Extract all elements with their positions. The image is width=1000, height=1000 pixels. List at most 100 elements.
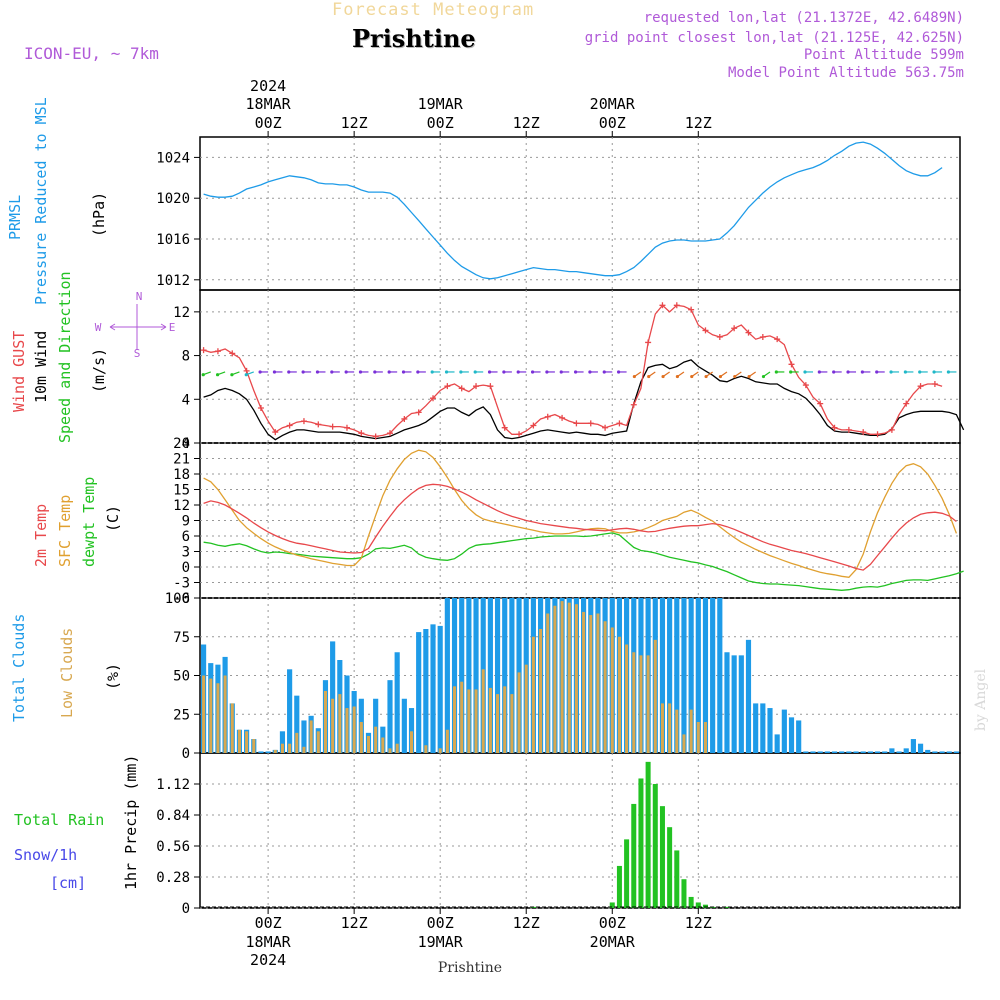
total-cloud-bar (509, 598, 515, 753)
total-cloud-bar (674, 598, 680, 753)
dewpoint-series (203, 532, 964, 591)
total-cloud-bar (839, 751, 845, 753)
rain-bar (652, 784, 658, 908)
rain-bar (667, 827, 673, 908)
total-cloud-bar (330, 641, 336, 753)
gust-marker (860, 429, 867, 436)
gust-marker (458, 385, 465, 392)
total-cloud-bar (279, 731, 286, 753)
y-tick-label: 18 (173, 467, 190, 483)
wind-arrow-head (358, 370, 363, 374)
low-cloud-bar (374, 726, 378, 753)
y-tick-label: -3 (173, 576, 190, 592)
wind-arrow-head (704, 374, 708, 379)
gust-marker (731, 325, 738, 332)
wind-gust-label: Wind GUST (10, 331, 28, 412)
total-cloud-bar (659, 598, 666, 753)
rain-bar (631, 803, 637, 908)
chart-title: Forecast Meteogram (332, 0, 535, 20)
low-cloud-bar (546, 613, 550, 753)
x-tick-label-bottom: 00Z (255, 914, 282, 932)
y-tick-label: 0 (182, 560, 190, 576)
gust-marker (903, 400, 910, 407)
wind-arrow-head (918, 370, 922, 374)
total-cloud-bar (803, 751, 809, 753)
y-tick-label: 1020 (156, 191, 190, 207)
y-tick-label: 1012 (156, 273, 190, 289)
low-cloud-bar (481, 669, 485, 753)
x-tick-label-bottom: 12Z (685, 914, 712, 932)
low-cloud-bar (625, 644, 629, 753)
wind-arrow-head (545, 370, 549, 374)
total-cloud-bar (423, 629, 429, 753)
rain-bar (724, 906, 730, 908)
total-cloud-bar (903, 748, 909, 753)
total-cloud-bar (710, 598, 716, 753)
y-tick-label: 12 (173, 498, 190, 514)
wind-arrow-head (588, 370, 592, 374)
y-tick-label: 4 (182, 392, 190, 408)
total-cloud-bar (373, 698, 379, 753)
y-tick-label: 15 (173, 483, 190, 499)
wind-arrow-head (632, 374, 636, 379)
wind-arrow-head (803, 370, 807, 374)
low-cloud-bar (603, 621, 607, 753)
low-cloud-bar (252, 739, 256, 753)
wind-arrow-head (330, 370, 334, 374)
rain-bar (688, 896, 694, 908)
gust-marker (358, 430, 365, 437)
total-cloud-bar (502, 598, 508, 753)
gust-marker (501, 424, 508, 431)
wind-arrow-head (661, 374, 665, 379)
low-cloud-bar (682, 734, 686, 753)
gust-marker (759, 333, 766, 340)
y-tick-label: 25 (173, 707, 190, 723)
total-cloud-bar (874, 751, 881, 753)
y-tick-label: 1024 (156, 150, 190, 166)
y-tick-label: -6 (173, 591, 190, 607)
sfc-temp-label: SFC Temp (56, 495, 74, 567)
low-cloud-bar (202, 675, 206, 753)
wind-arrow-head (201, 373, 205, 377)
wind-arrow-head (617, 370, 621, 374)
low-cloud-bar (639, 655, 643, 753)
gust-marker (272, 429, 279, 436)
y-tick-label: 12 (173, 305, 190, 321)
low-cloud-bar (323, 691, 327, 753)
wind-arrow-head (889, 370, 893, 374)
gust-marker (257, 405, 264, 412)
wind-arrow-head (875, 370, 879, 374)
gust-marker (516, 431, 523, 438)
low-cloud-bar (589, 615, 593, 753)
low-cloud-bar (209, 678, 213, 753)
total-cloud-bar (487, 598, 493, 753)
low-cloud-bar (295, 732, 299, 753)
wind-arrow-head (718, 374, 723, 379)
wind-arrow-head (272, 370, 277, 374)
total-cloud-bar (831, 751, 838, 753)
wind-arrow-head (946, 370, 951, 374)
snow-unit-label: [cm] (50, 874, 86, 892)
sfc-temp-series (203, 449, 958, 578)
wind-arrow-head (647, 374, 651, 379)
low-cloud-bar (381, 737, 385, 753)
total-cloud-bar (301, 720, 307, 753)
wind-arrow-head (774, 370, 778, 374)
wind-arrow-head (387, 370, 391, 374)
total-cloud-bar (753, 703, 759, 753)
wind-10m-label: 10m Wind (32, 331, 50, 403)
low-cloud-bar (388, 748, 392, 753)
gust-marker (831, 424, 838, 431)
total-cloud-bar (788, 717, 795, 753)
low-cloud-bar (488, 687, 492, 753)
y-tick-label: 9 (182, 514, 190, 530)
dewpt-label: dewpt Temp (80, 477, 98, 567)
wind-arrow-head (487, 370, 492, 374)
gust-marker (688, 306, 695, 313)
total-cloud-bar (745, 639, 752, 753)
wind-arrow-head (444, 370, 449, 374)
low-cloud-bar (660, 703, 664, 753)
low-cloud-bar (230, 703, 234, 753)
gust-marker (286, 422, 293, 429)
gust-marker (702, 327, 709, 334)
